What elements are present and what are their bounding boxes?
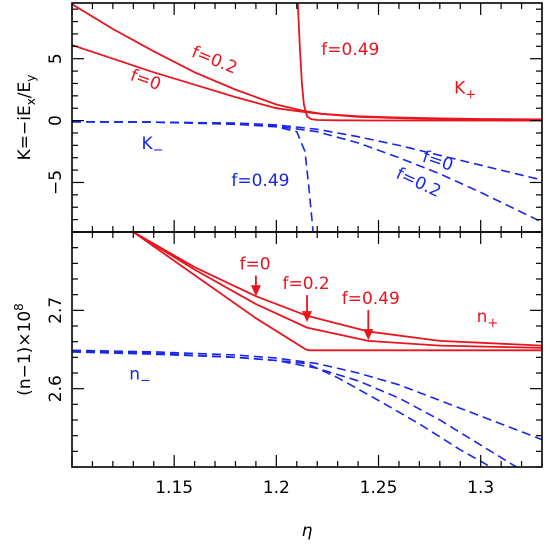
y-tick-label: 5 [46, 53, 66, 64]
blue-dashed-curve-3 [72, 349, 542, 441]
x-axis-label: η [302, 521, 313, 541]
y-tick-label: 0 [46, 115, 66, 126]
annotation-arrow-head [363, 329, 374, 341]
annotation-label: n+ [477, 307, 499, 331]
series-group [72, 232, 542, 467]
y-tick-label: 2.6 [46, 375, 66, 402]
red-solid-curve-2 [132, 232, 542, 352]
red-solid-curve-1 [72, 3, 542, 121]
annotation-arrow-head [302, 311, 312, 323]
annotation-label: f=0 [240, 255, 271, 275]
annotation-label: f=0.49 [342, 289, 400, 309]
red-solid-curve-2 [296, 3, 542, 122]
x-tick-label: 1.25 [360, 478, 398, 498]
blue-dashed-curve-4 [72, 121, 542, 223]
bottom-panel: 2.7 2.6 1.15 1.2 1.25 1.3 (n−1)×108 η f=0 f=0.2 f=… [12, 231, 543, 541]
plot-frame [71, 231, 543, 468]
annotation-label: f=0.49 [231, 171, 289, 191]
annotation-label: K+ [454, 78, 476, 102]
annotation-label: f=0.49 [321, 40, 379, 60]
annotation-label: n− [129, 364, 151, 388]
x-tick-label: 1.3 [467, 478, 494, 498]
y-axis-label: (n−1)×108 [12, 303, 35, 396]
x-tick-label: 1.2 [263, 478, 290, 498]
plot-frame [71, 2, 543, 233]
blue-dashed-curve-5 [72, 351, 492, 467]
y-tick-label: 2.7 [46, 297, 66, 324]
annotation-label: f=0 [420, 147, 456, 176]
y-axis-label: K=−iEx/Ey [15, 75, 38, 161]
blue-dashed-curve-4 [72, 350, 518, 467]
top-panel: 50−5K=−iEx/Ey f=0.2f=0f=0.49K+K− f=0f=0.2f… [15, 2, 543, 233]
y-tick-label: −5 [46, 170, 66, 195]
annotation-label: K− [141, 134, 163, 158]
blue-dashed-curve-3 [72, 121, 542, 181]
annotation-arrow-head [250, 285, 261, 297]
x-tick-label: 1.15 [155, 478, 193, 498]
blue-dashed-curve-5 [72, 121, 314, 232]
annotation-label: f=0 [128, 66, 164, 95]
annotation-label: f=0.2 [282, 274, 329, 294]
series-group [72, 3, 542, 232]
red-solid-curve-0 [132, 232, 542, 347]
red-solid-curve-1 [132, 232, 542, 349]
